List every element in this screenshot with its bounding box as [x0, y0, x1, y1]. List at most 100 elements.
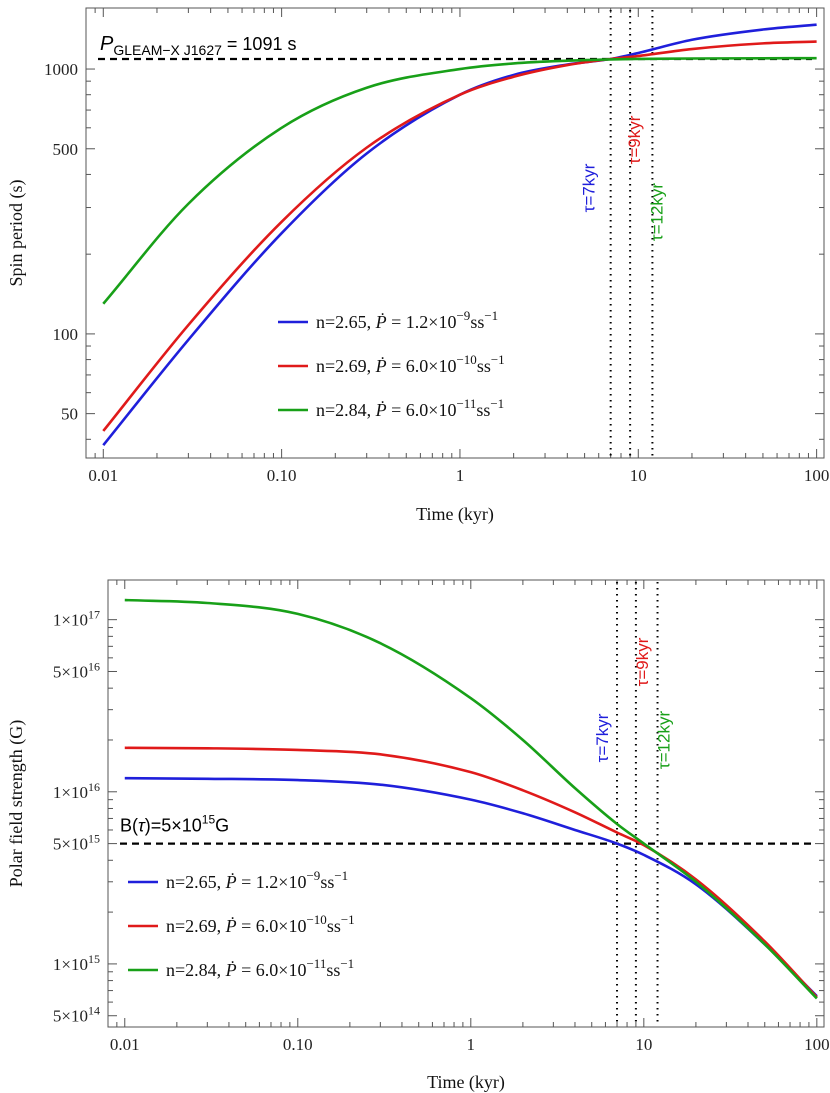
legend-n: n=2.84,: [166, 960, 226, 980]
y-tick-base: 1×10: [53, 611, 88, 630]
y-tick-base: 1×10: [53, 955, 88, 974]
label-part: )=5×10: [145, 816, 202, 836]
legend-unit: ss: [320, 872, 334, 892]
label-part: B(: [120, 816, 138, 836]
label-subscript: GLEAM−X J1627: [113, 42, 222, 58]
y-tick-exponent: 16: [88, 659, 100, 673]
tau-marker-label: τ=9kyr: [633, 637, 652, 686]
legend-pdot-value: = 6.0×10: [387, 400, 457, 420]
field-strength-chart: 0.01 0.10 1 10 1005×10141×10155×10151×10165×…: [6, 579, 830, 1093]
x-tick-label: 0.10: [267, 466, 297, 485]
y-tick-label: 1×1015: [53, 952, 100, 974]
y-tick-label: 5×1014: [53, 1004, 100, 1026]
legend-entry: n=2.84, Ṗ = 6.0×10−11ss−1: [316, 396, 504, 420]
y-axis-label: Polar field strength (G): [6, 720, 27, 887]
legend: n=2.65, Ṗ = 1.2×10−9ss−1 n=2.69, Ṗ = 6.0×…: [278, 308, 505, 420]
y-tick-label: 1×1016: [53, 780, 100, 802]
y-tick-base: 1×10: [53, 783, 88, 802]
series-line: [124, 598, 818, 1000]
legend-unit-exponent: −1: [490, 396, 504, 411]
series-line: [102, 56, 817, 305]
y-tick-exponent: 17: [88, 608, 100, 622]
legend-unit-exponent: −1: [491, 352, 505, 367]
plot-frame: [85, 7, 825, 459]
legend-pdot-value: = 6.0×10: [237, 916, 307, 936]
y-tick-label: 500: [53, 140, 79, 159]
y-tick-exponent: 14: [88, 1004, 100, 1018]
legend-pdot-exponent: −11: [306, 956, 326, 971]
x-axis-label: Time (kyr): [416, 504, 494, 525]
x-tick-label: 1: [456, 466, 465, 485]
legend-unit: ss: [470, 312, 484, 332]
x-tick-label: 10: [630, 466, 647, 485]
legend-entry: n=2.84, Ṗ = 6.0×10−11ss−1: [166, 956, 354, 980]
series-line: [102, 23, 817, 447]
x-tick-label: 0.01: [110, 1035, 140, 1054]
plot-frame: [107, 579, 825, 1028]
legend-unit: ss: [327, 916, 341, 936]
y-tick-label: 5×1016: [53, 659, 100, 681]
series-line: [124, 746, 818, 999]
reference-line-label: B(τ)=5×1015G: [120, 813, 229, 836]
legend-entry: n=2.65, Ṗ = 1.2×10−9ss−1: [166, 868, 348, 892]
x-axis-label: Time (kyr): [427, 1072, 505, 1093]
legend-entry: n=2.69, Ṗ = 6.0×10−10ss−1: [166, 912, 355, 936]
y-tick-label: 50: [61, 405, 78, 424]
legend-n: n=2.69,: [316, 356, 376, 376]
label-tau: τ: [138, 816, 146, 836]
legend-pdot-value: = 6.0×10: [237, 960, 307, 980]
legend-unit-exponent: −1: [484, 308, 498, 323]
legend-pdot-symbol: Ṗ: [225, 960, 237, 980]
legend-unit-exponent: −1: [340, 956, 354, 971]
legend-n: n=2.84,: [316, 400, 376, 420]
legend-pdot-exponent: −9: [306, 868, 320, 883]
y-tick-base: 5×10: [53, 835, 88, 854]
label-value: = 1091 s: [222, 34, 297, 54]
tau-marker-label: τ=12kyr: [647, 183, 666, 242]
label-symbol: P: [100, 33, 114, 55]
tau-marker-label: τ=12kyr: [655, 711, 674, 770]
legend: n=2.65, Ṗ = 1.2×10−9ss−1 n=2.69, Ṗ = 6.0×…: [128, 868, 355, 980]
y-tick-label: 5×1015: [53, 832, 100, 854]
legend-pdot-symbol: Ṗ: [375, 400, 387, 420]
legend-n: n=2.65,: [166, 872, 226, 892]
y-tick-exponent: 16: [88, 780, 100, 794]
legend-pdot-symbol: Ṗ: [375, 312, 387, 332]
legend-entry: n=2.69, Ṗ = 6.0×10−10ss−1: [316, 352, 505, 376]
tau-marker-label: τ=9kyr: [625, 115, 644, 164]
tau-marker-label: τ=7kyr: [580, 163, 599, 212]
label-unit: G: [215, 816, 229, 836]
y-tick-exponent: 15: [88, 952, 100, 966]
legend-unit: ss: [476, 400, 490, 420]
legend-unit-exponent: −1: [341, 912, 355, 927]
legend-pdot-symbol: Ṗ: [225, 872, 237, 892]
legend-pdot-value: = 6.0×10: [387, 356, 457, 376]
x-tick-label: 0.01: [88, 466, 118, 485]
x-tick-label: 100: [804, 1035, 830, 1054]
legend-pdot-symbol: Ṗ: [225, 916, 237, 936]
y-axis-label: Spin period (s): [6, 180, 27, 287]
spin-period-chart: 0.01 0.10 1 10 100 50 100 500 1000 Time (kyr) Spin…: [6, 7, 830, 525]
tau-marker-label: τ=7kyr: [593, 713, 612, 762]
y-tick-label: 100: [53, 325, 79, 344]
y-tick-label: 1×1017: [53, 608, 100, 630]
legend-unit: ss: [326, 960, 340, 980]
x-tick-label: 1: [467, 1035, 476, 1054]
y-tick-exponent: 15: [88, 832, 100, 846]
legend-unit-exponent: −1: [334, 868, 348, 883]
x-tick-label: 0.10: [283, 1035, 313, 1054]
legend-n: n=2.69,: [166, 916, 226, 936]
reference-line-label: PGLEAM−X J1627 = 1091 s: [100, 33, 296, 58]
legend-unit: ss: [477, 356, 491, 376]
series-line: [102, 40, 817, 432]
legend-entry: n=2.65, Ṗ = 1.2×10−9ss−1: [316, 308, 498, 332]
legend-pdot-value: = 1.2×10: [387, 312, 457, 332]
label-exponent: 15: [202, 813, 216, 827]
x-tick-label: 100: [804, 466, 830, 485]
y-tick-label: 1000: [44, 60, 78, 79]
legend-pdot-exponent: −11: [456, 396, 476, 411]
y-tick-base: 5×10: [53, 662, 88, 681]
legend-pdot-symbol: Ṗ: [375, 356, 387, 376]
y-tick-base: 5×10: [53, 1007, 88, 1026]
